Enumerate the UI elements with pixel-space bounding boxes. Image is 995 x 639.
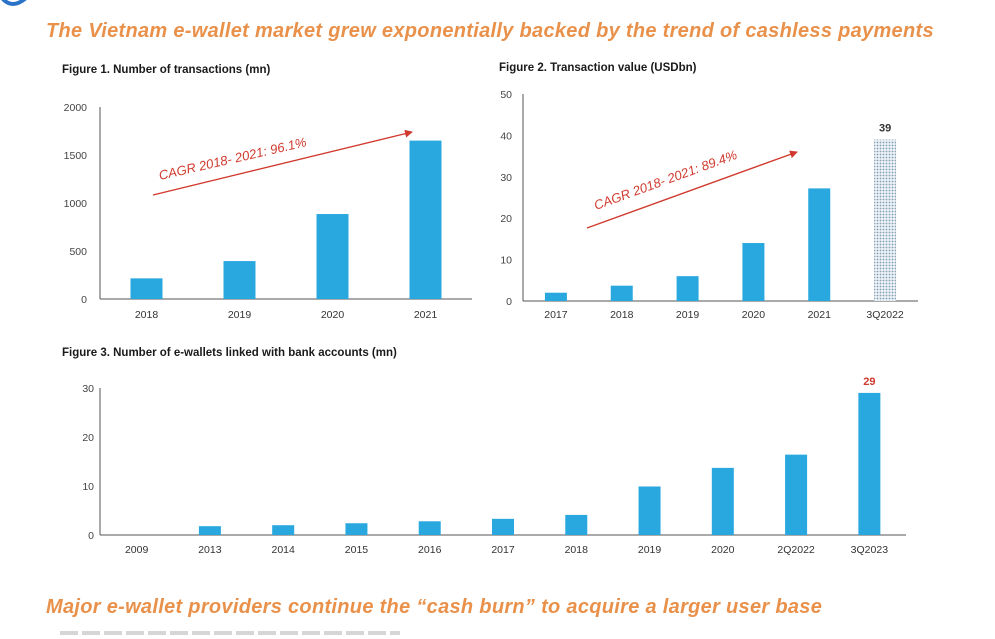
y-tick-label: 20 <box>500 213 512 225</box>
x-tick-label: 2020 <box>742 309 766 321</box>
x-tick-label: 2017 <box>544 309 568 321</box>
y-tick-label: 1500 <box>64 150 88 162</box>
y-tick-label: 40 <box>500 130 512 142</box>
bar-2014 <box>272 525 295 535</box>
x-tick-label: 2021 <box>414 309 438 321</box>
chart-2: 0 10 20 30 40 50 2017 2018 2019 2020 2021 3Q2022 39 C… <box>500 89 918 321</box>
y-tick-label: 50 <box>500 89 512 101</box>
x-tick-label: 2020 <box>711 544 735 556</box>
bar-2013 <box>198 526 221 535</box>
bar-2018 <box>610 285 633 301</box>
figure-3-title: Figure 3. Number of e-wallets linked wit… <box>62 347 397 359</box>
logo-fragment <box>1 0 27 6</box>
bar-2017 <box>492 518 514 535</box>
cagr-arrow <box>152 129 413 196</box>
y-tick-label: 0 <box>88 530 94 542</box>
x-tick-label: 2017 <box>491 544 515 556</box>
bar-2019 <box>676 276 699 301</box>
x-tick-label: 2015 <box>345 544 369 556</box>
bar-2017 <box>544 292 567 301</box>
bar-2018 <box>130 278 163 299</box>
bar-2020 <box>742 243 765 301</box>
cagr-annotation: CAGR 2018- 2021: 89.4% <box>592 147 739 213</box>
bar-2020 <box>711 467 734 535</box>
bar-2Q2022 <box>785 454 808 535</box>
y-tick-label: 30 <box>500 172 512 184</box>
data-label-3Q2023: 29 <box>863 376 875 388</box>
bar-2021 <box>409 140 442 299</box>
y-tick-label: 2000 <box>64 102 88 114</box>
bar-3Q2022 <box>874 139 897 301</box>
bar-2020 <box>316 214 349 299</box>
y-tick-label: 0 <box>506 296 512 308</box>
chart-3: 0 10 20 30 2009 2013 2014 2015 2016 2017 2018 2019 2… <box>82 376 906 556</box>
x-tick-label: 2Q2022 <box>777 544 815 556</box>
y-tick-label: 10 <box>82 481 94 493</box>
y-tick-label: 0 <box>81 294 87 306</box>
figure-2-title: Figure 2. Transaction value (USDbn) <box>499 62 697 74</box>
bar-2018 <box>565 514 588 535</box>
bar-2019 <box>223 261 256 299</box>
x-tick-label: 2021 <box>808 309 832 321</box>
x-tick-label: 2018 <box>565 544 589 556</box>
truncated-caption <box>60 631 400 635</box>
bar-3Q2023 <box>858 392 881 535</box>
x-tick-label: 2018 <box>135 309 159 321</box>
x-tick-label: 2019 <box>228 309 252 321</box>
figure-1-title: Figure 1. Number of transactions (mn) <box>62 64 271 76</box>
x-tick-label: 2013 <box>198 544 222 556</box>
headline-top: The Vietnam e-wallet market grew exponen… <box>46 20 934 42</box>
x-tick-label: 2016 <box>418 544 442 556</box>
y-tick-label: 20 <box>82 432 94 444</box>
y-tick-label: 30 <box>82 383 94 395</box>
bar-2016 <box>418 521 441 535</box>
bar-2021 <box>808 188 831 301</box>
data-label-3Q2022: 39 <box>879 123 891 135</box>
x-tick-label: 2018 <box>610 309 634 321</box>
x-tick-label: 2019 <box>638 544 662 556</box>
x-tick-label: 3Q2022 <box>866 309 904 321</box>
headline-bottom: Major e-wallet providers continue the “c… <box>46 596 823 618</box>
y-tick-label: 500 <box>69 246 87 258</box>
x-tick-label: 3Q2023 <box>851 544 889 556</box>
x-tick-label: 2019 <box>676 309 700 321</box>
y-tick-label: 10 <box>500 255 512 267</box>
x-tick-label: 2014 <box>272 544 296 556</box>
x-tick-label: 2020 <box>321 309 345 321</box>
cagr-arrow <box>586 150 798 229</box>
bar-2019 <box>638 486 661 535</box>
y-tick-label: 1000 <box>64 198 88 210</box>
bar-2015 <box>345 523 368 535</box>
x-tick-label: 2009 <box>125 544 149 556</box>
